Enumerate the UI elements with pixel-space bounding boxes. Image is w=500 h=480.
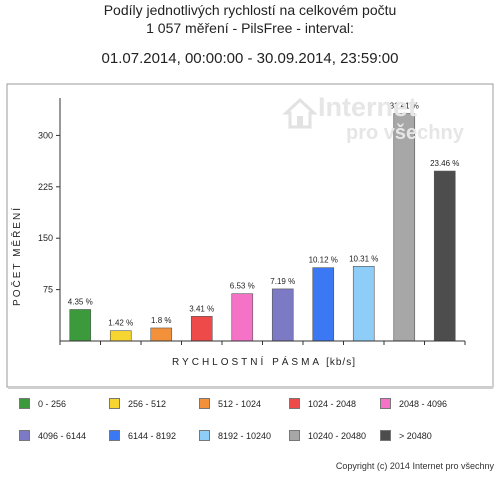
bar-value-label: 6.53 % [230, 282, 255, 291]
bar-8 [352, 266, 375, 342]
bar-10 [433, 170, 456, 342]
bar-value-label: 1.42 % [108, 319, 133, 328]
copyright-text: Copyright (c) 2014 Internet pro všechny [335, 461, 494, 471]
svg-text:RYCHLOSTNÍ PÁSMA[kb/s]: RYCHLOSTNÍ PÁSMA [kb/s] [172, 355, 356, 368]
bar-value-label: 7.19 % [270, 277, 295, 286]
legend-swatch [109, 430, 120, 441]
bar-value-label: 31.41 % [390, 101, 419, 110]
legend-item: 1024 - 2048 [289, 398, 356, 409]
legend-item: > 20480 [380, 430, 432, 441]
house-logo-icon [283, 97, 317, 129]
legend-label: 4096 - 6144 [38, 430, 87, 441]
legend-swatch [19, 398, 30, 409]
legend-item: 256 - 512 [109, 398, 166, 409]
y-axis-label: POČET MĚŘENÍ [10, 206, 23, 306]
bar-2 [109, 330, 132, 342]
bar-5 [231, 293, 254, 342]
legend-label: 6144 - 8192 [128, 430, 177, 441]
legend-label: 8192 - 10240 [218, 430, 272, 441]
legend-item: 6144 - 8192 [109, 430, 176, 441]
legend-swatch [19, 430, 30, 441]
legend-label: > 20480 [399, 430, 432, 441]
legend-label: 2048 - 4096 [399, 398, 448, 409]
legend-item: 2048 - 4096 [380, 398, 447, 409]
legend-label: 512 - 1024 [218, 398, 262, 409]
chart-title-interval: 01.07.2014, 00:00:00 - 30.09.2014, 23:59… [101, 50, 399, 67]
y-tick-label: 225 [38, 182, 53, 192]
axes-layer: 75 150 225 300 [38, 98, 466, 345]
bar-1 [69, 309, 92, 342]
bar-value-label: 4.35 % [68, 297, 93, 306]
x-axis-label: RYCHLOSTNÍ PÁSMA [172, 355, 322, 368]
legend-item: 10240 - 20480 [289, 430, 366, 441]
legend-swatch [199, 398, 210, 409]
chart-title-line-1: Podíly jednotlivých rychlostí na celkové… [103, 2, 397, 18]
legend-label: 1024 - 2048 [308, 398, 357, 409]
legend-swatch [109, 398, 120, 409]
bar-6 [271, 288, 294, 342]
legend-item: 0 - 256 [19, 398, 66, 409]
x-axis-unit: [kb/s] [326, 357, 356, 368]
bar-value-label: 10.31 % [349, 254, 378, 263]
legend-label: 256 - 512 [128, 398, 167, 409]
chart-title-line-2: 1 057 měření - PilsFree - interval: [146, 20, 354, 36]
watermark-text-pro-vsechny: pro všechny [346, 122, 464, 144]
legend-swatch [289, 430, 300, 441]
legend-label: 10240 - 20480 [308, 430, 367, 441]
bar-9 [393, 113, 416, 342]
y-tick-label: 150 [38, 233, 53, 243]
legend-swatch [289, 398, 300, 409]
legend-label: 0 - 256 [38, 398, 67, 409]
bar-7 [312, 267, 335, 342]
legend-item: 4096 - 6144 [19, 430, 86, 441]
legend-swatch [380, 430, 391, 441]
bar-value-label: 23.46 % [430, 159, 459, 168]
watermark-text-internet: Internet [318, 92, 418, 122]
legend-swatch [199, 430, 210, 441]
y-tick-label: 300 [38, 130, 53, 140]
bar-3 [150, 327, 173, 342]
legend-item: 512 - 1024 [199, 398, 261, 409]
bar-value-label: 10.12 % [309, 256, 338, 265]
legend-item: 8192 - 10240 [199, 430, 271, 441]
y-tick-label: 75 [43, 285, 53, 295]
legend-swatch [380, 398, 391, 409]
bar-value-label: 3.41 % [189, 304, 214, 313]
bar-value-label: 1.8 % [151, 316, 171, 325]
bar-4 [190, 316, 213, 342]
